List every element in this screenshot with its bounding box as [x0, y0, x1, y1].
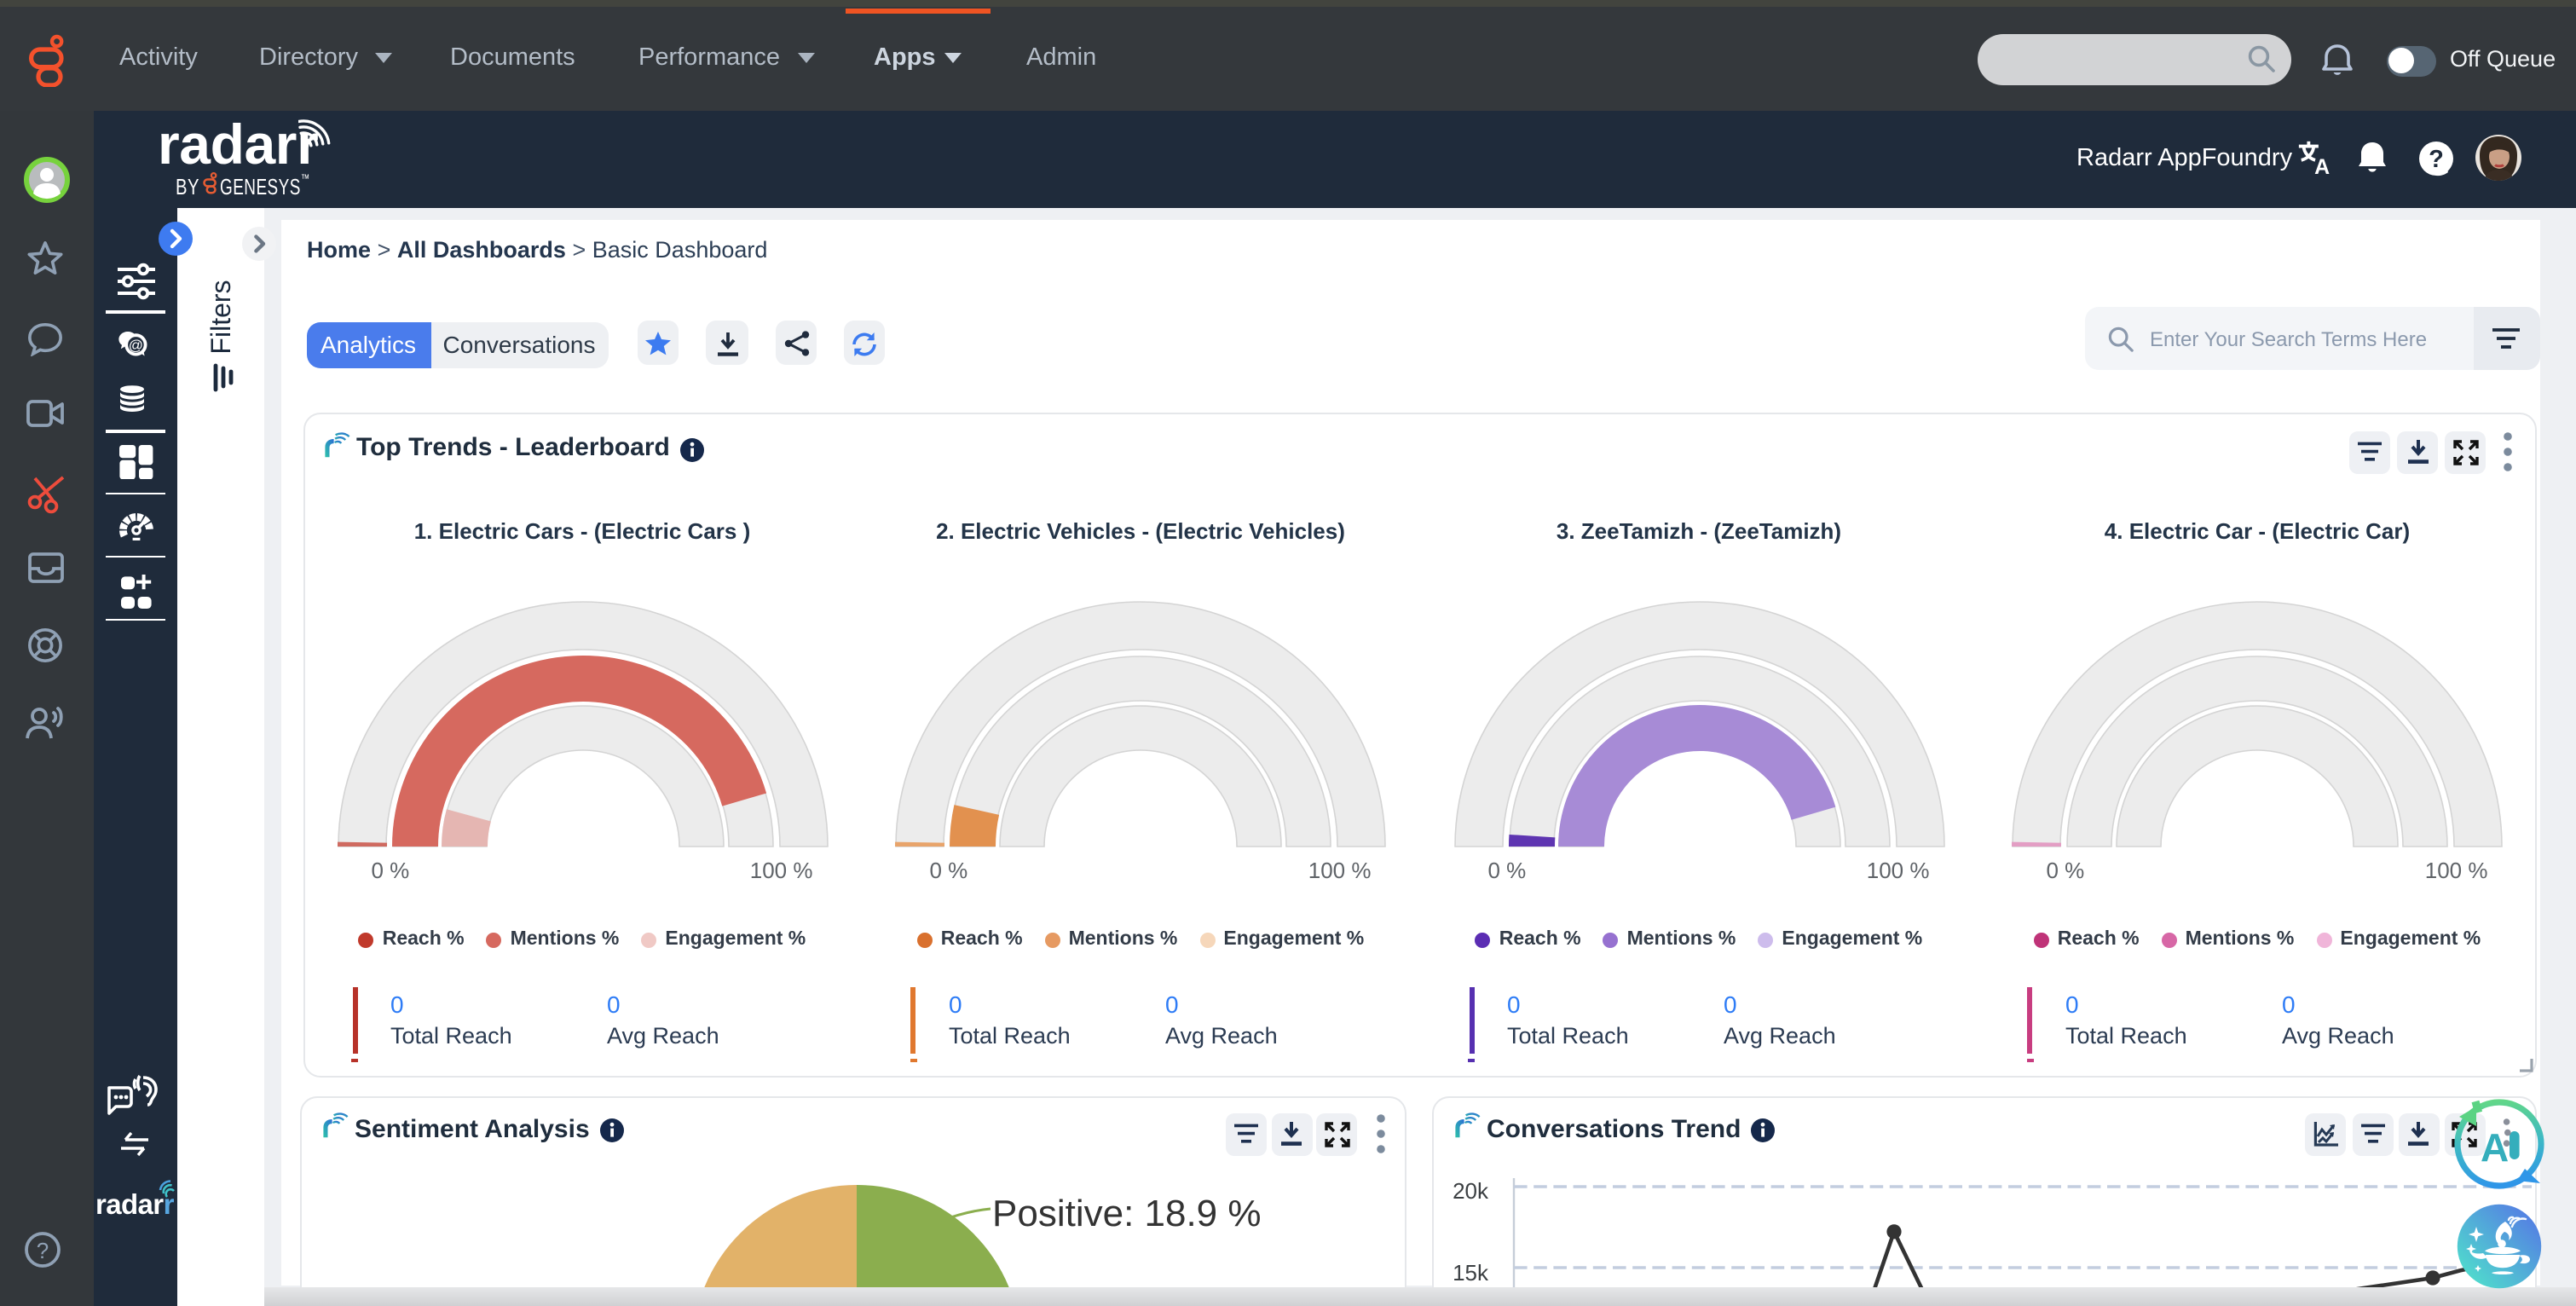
svg-text:?: ? — [37, 1238, 49, 1263]
svg-text:A: A — [2481, 1124, 2509, 1169]
svg-text:?: ? — [2429, 145, 2444, 172]
svg-text:A: A — [2314, 155, 2330, 177]
svg-text:@: @ — [128, 337, 142, 353]
